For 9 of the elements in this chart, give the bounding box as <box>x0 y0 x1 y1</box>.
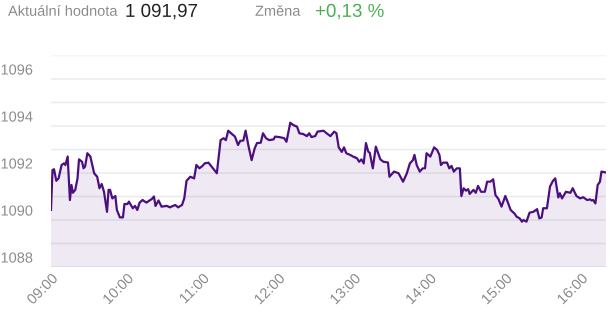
y-tick-label: 1094 <box>2 111 33 122</box>
text: Aktuální hodnota <box>8 5 118 16</box>
y-tick-label: 1092 <box>2 158 32 169</box>
y-tick-label: 1096 <box>2 64 32 75</box>
y-tick-label: 1090 <box>2 205 32 216</box>
text: 1 091,97 <box>126 4 198 20</box>
y-tick-label: 1088 <box>2 252 32 263</box>
text: Změna <box>255 5 300 16</box>
text: +0,13 % <box>316 4 384 20</box>
